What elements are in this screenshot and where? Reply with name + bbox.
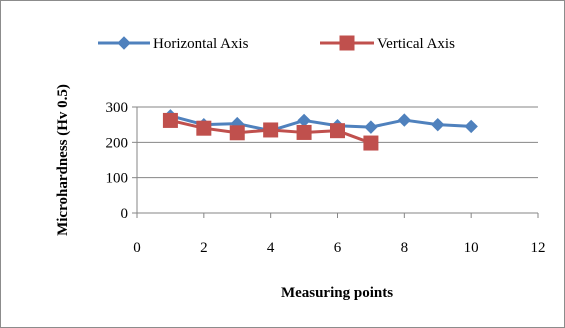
data-point	[464, 119, 478, 134]
y-tick-label: 300	[106, 100, 129, 116]
legend-item: Vertical Axis	[320, 35, 455, 52]
data-point	[162, 112, 178, 128]
y-axis-title: Microhardness (Hv 0.5)	[55, 84, 71, 236]
x-tick-label: 4	[267, 240, 275, 256]
legend-marker	[339, 35, 355, 51]
x-tick-label: 10	[464, 240, 479, 256]
data-point	[330, 123, 345, 139]
series-line	[170, 114, 472, 133]
data-point	[363, 135, 379, 151]
legend-marker	[117, 36, 131, 50]
x-tick-label: 0	[133, 240, 141, 256]
data-point	[364, 120, 378, 134]
grid-lines	[137, 106, 538, 179]
data-point	[229, 125, 245, 141]
y-tick-label: 200	[106, 135, 129, 151]
series-layer	[162, 109, 478, 151]
x-tick-label: 12	[531, 240, 546, 256]
data-point	[196, 120, 212, 136]
axes	[132, 106, 539, 218]
x-axis-title: Measuring points	[281, 285, 393, 301]
tick-labels: 0 100 200 300 0 2 4 6 8 10 12	[106, 100, 546, 256]
legend-item: Horizontal Axis	[98, 36, 249, 52]
data-point	[296, 124, 312, 140]
data-point	[397, 113, 412, 127]
series-vertical-axis	[162, 112, 379, 151]
y-tick-label: 0	[121, 206, 129, 222]
x-tick-label: 6	[334, 240, 342, 256]
legend-label: Horizontal Axis	[153, 36, 249, 52]
legend-label: Vertical Axis	[377, 36, 455, 52]
y-tick-label: 100	[106, 171, 129, 187]
x-tick-label: 8	[401, 240, 409, 256]
data-point	[297, 113, 311, 128]
x-tick-label: 2	[200, 240, 208, 256]
data-point	[263, 122, 279, 138]
data-point	[431, 117, 445, 132]
legend: Horizontal Axis Vertical Axis	[98, 35, 455, 52]
